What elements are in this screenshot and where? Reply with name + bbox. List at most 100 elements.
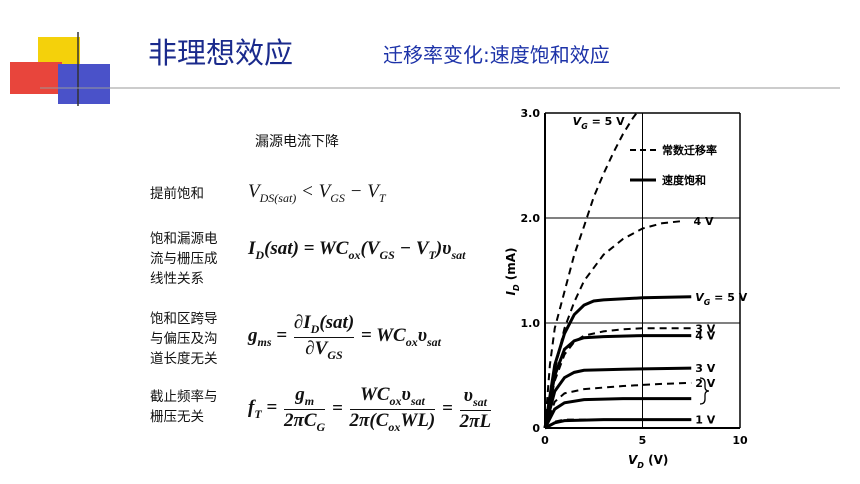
eq-subscript: sat <box>427 334 442 349</box>
eq-text: υ <box>463 385 473 407</box>
label-line: 饱和漏源电 <box>150 231 218 247</box>
label-main: V <box>695 291 705 304</box>
x-axis-label: VD (V) <box>628 453 668 470</box>
eq-text: WL) <box>400 409 436 431</box>
eq-text: = <box>327 398 348 420</box>
fraction-bar <box>293 336 355 338</box>
curve-label: VG = 5 V <box>573 115 625 131</box>
eq-text: I <box>248 238 256 259</box>
equation: VDS(sat) < VGS − VT <box>248 181 386 206</box>
eq-text: 2π(C <box>349 409 389 431</box>
curve-label: VG = 5 V <box>695 291 747 307</box>
eq-subscript: ox <box>348 247 361 262</box>
eq-text: 2πL <box>459 411 492 433</box>
heading: 漏源电流下降 <box>255 134 339 150</box>
curve-label: 4 V <box>695 330 715 343</box>
numerator: gm <box>295 384 314 409</box>
equation: ID(sat) = WCox(VGS − VT)υsat <box>248 238 466 263</box>
eq-run: fT = <box>248 397 282 422</box>
row-label: 饱和漏源电 流与栅压成 线性关系 <box>150 229 218 289</box>
eq-text: υ <box>417 324 428 346</box>
curve <box>543 397 692 429</box>
fraction: gm 2πCG <box>284 384 326 435</box>
x-tick-label: 5 <box>639 434 647 447</box>
fraction-bar <box>459 410 492 412</box>
eq-text: f <box>248 396 255 418</box>
numerator: υsat <box>464 385 487 410</box>
fraction: υsat 2πL <box>459 385 492 433</box>
eq-subscript: DS(sat) <box>259 190 297 205</box>
curve <box>543 334 692 429</box>
curve-label: 3 V <box>695 362 715 375</box>
eq-text: (sat) <box>319 312 355 333</box>
equation: gms = ∂ID(sat) ∂VGS = WCoxυsat <box>248 312 441 363</box>
fraction-bar <box>349 408 436 410</box>
eq-subscript: GS <box>330 190 345 205</box>
brace <box>699 377 710 405</box>
eq-subscript: ox <box>405 334 418 349</box>
eq-run: ID(sat) = WCox(VGS − VT)υsat <box>248 238 466 263</box>
eq-text: = <box>437 398 458 420</box>
row-label: 饱和区跨导 与偏压及沟 道长度无关 <box>150 309 218 369</box>
eq-text: − V <box>394 238 429 259</box>
curve-label: 3 V <box>695 322 715 335</box>
title: 非理想效应 <box>148 36 294 70</box>
eq-run: = <box>437 398 457 420</box>
eq-subscript: sat <box>472 395 487 410</box>
eq-subscript: sat <box>451 247 466 262</box>
eq-text: g <box>295 384 305 405</box>
label-rest: (V) <box>644 453 668 467</box>
y-tick-label: 0 <box>532 422 540 435</box>
subtitle: 迁移率变化:速度饱和效应 <box>383 43 610 67</box>
eq-subscript: D <box>310 321 320 336</box>
eq-subscript: T <box>378 190 386 205</box>
eq-text: = <box>271 324 292 346</box>
eq-subscript: T <box>254 406 262 421</box>
eq-subscript: T <box>428 247 436 262</box>
eq-subscript: G <box>316 419 326 434</box>
numerator: ∂ID(sat) <box>294 312 354 337</box>
numerator: WCoxυsat <box>360 384 425 409</box>
row-label: 提前饱和 <box>150 184 204 204</box>
deco-blue <box>58 64 110 104</box>
eq-text: ∂V <box>305 337 328 359</box>
label-rest: = 5 V <box>588 115 625 128</box>
x-tick-label: 10 <box>732 434 748 447</box>
label-line: 流与栅压成 <box>150 251 218 267</box>
eq-text: υ <box>401 384 411 405</box>
y-tick-label: 3.0 <box>521 107 541 120</box>
eq-text: = WC <box>356 324 406 346</box>
row-label: 截止频率与 栅压无关 <box>150 387 218 427</box>
label-sub: G <box>581 122 588 131</box>
eq-subscript: GS <box>327 347 343 362</box>
eq-run: gms = <box>248 325 292 350</box>
legend-label: 速度饱和 <box>662 173 706 187</box>
eq-subscript: ms <box>257 334 272 349</box>
legend-label: 常数迁移率 <box>662 143 717 157</box>
eq-subscript: m <box>304 393 315 408</box>
eq-subscript: GS <box>379 247 395 262</box>
eq-text: WC <box>359 384 390 405</box>
curve <box>544 112 638 429</box>
deco-red <box>10 62 62 94</box>
curve <box>543 366 692 429</box>
eq-text: V <box>248 181 260 202</box>
label-rest: (mA) <box>504 247 518 284</box>
fraction: WCoxυsat 2π(CoxWL) <box>349 384 436 435</box>
label-main: V <box>573 115 583 128</box>
label-main: I <box>504 291 518 296</box>
curve <box>544 327 692 429</box>
eq-run: = <box>327 398 347 420</box>
label-line: 道长度无关 <box>150 351 218 367</box>
label-sub: D <box>512 284 521 291</box>
curve-label: 1 V <box>695 414 715 427</box>
eq-text: − V <box>344 181 379 202</box>
fraction-bar <box>284 408 326 410</box>
fraction: ∂ID(sat) ∂VGS <box>293 312 355 363</box>
curve <box>544 418 692 430</box>
eq-text: )υ <box>435 238 452 259</box>
curve <box>544 220 682 429</box>
eq-text: (sat) = WC <box>264 238 349 259</box>
